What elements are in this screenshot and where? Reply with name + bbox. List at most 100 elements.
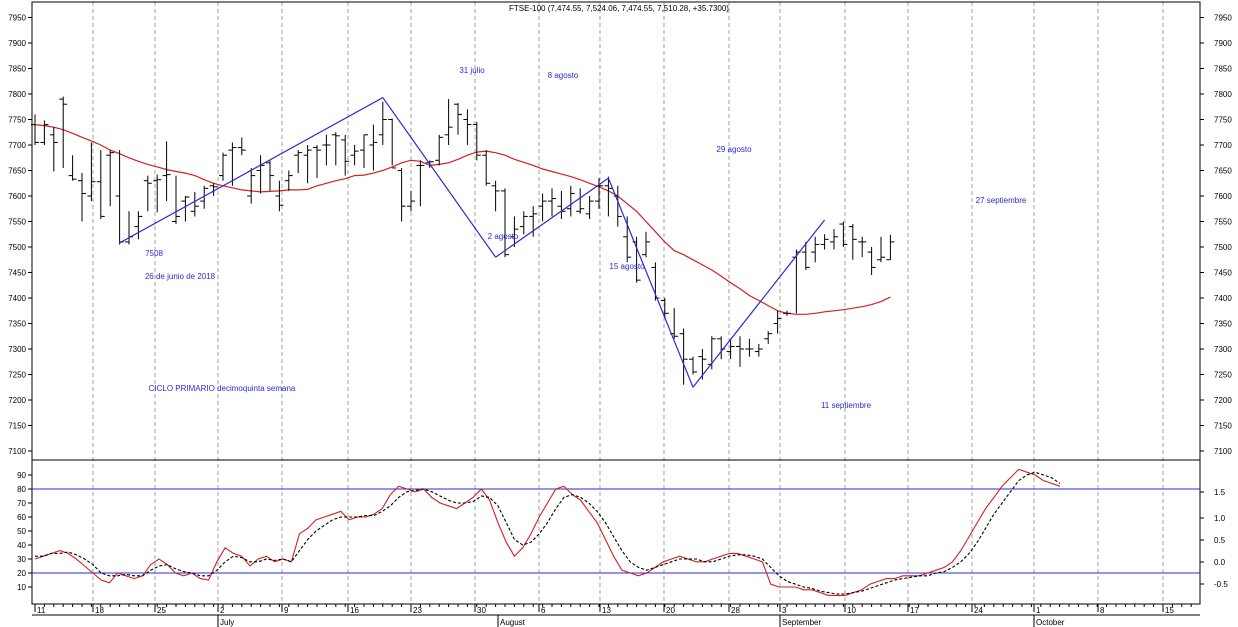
- y-tick-label-right: 7700: [1214, 141, 1232, 150]
- ohlc-bar: [877, 236, 885, 263]
- ohlc-bar: [538, 193, 547, 222]
- ohlc-bar: [322, 134, 331, 166]
- y-tick-label-right: 7950: [1214, 14, 1232, 23]
- ohlc-bar: [96, 150, 105, 219]
- ohlc-bar: [360, 134, 368, 168]
- y-tick-label-left: 7500: [8, 243, 26, 252]
- x-day-label: 15: [1165, 606, 1174, 615]
- osc-tick-label-left: 20: [17, 569, 26, 578]
- ohlc-bar: [40, 120, 49, 145]
- annotation-text: 2 agosto: [488, 232, 519, 241]
- x-day-label: 13: [602, 606, 611, 615]
- ohlc-bar: [660, 298, 669, 319]
- osc-tick-label-left: 60: [17, 513, 26, 522]
- x-day-label: 25: [157, 606, 166, 615]
- y-tick-label-left: 7700: [8, 141, 26, 150]
- y-tick-label-right: 7100: [1214, 447, 1232, 456]
- trend-line: [692, 219, 826, 388]
- x-day-label: 24: [974, 606, 983, 615]
- ohlc-bar: [745, 338, 754, 357]
- y-tick-label-right: 7400: [1214, 294, 1232, 303]
- ohlc-bar: [369, 124, 378, 171]
- ohlc-bar: [463, 109, 472, 145]
- ohlc-bar: [219, 152, 227, 181]
- ohlc-bar: [350, 145, 359, 166]
- moving-average-layer: [34, 124, 891, 315]
- ohlc-bar: [275, 180, 284, 212]
- ohlc-bar: [143, 175, 152, 212]
- y-tick-label-left: 7250: [8, 371, 26, 380]
- oscillator-panel: 10 20 30 40 50 60 70 80 90 1.5 1.0 0.5 0.0 -0.5: [17, 459, 1228, 605]
- x-month-label: October: [1036, 618, 1065, 627]
- y-tick-label-left: 7400: [8, 294, 26, 303]
- x-day-label: 6: [541, 606, 546, 615]
- ohlc-bar: [294, 150, 303, 174]
- ohlc-bar: [172, 175, 180, 225]
- annotation-text: 31 julio: [459, 66, 485, 75]
- ohlc-bar: [736, 336, 744, 367]
- ohlc-bar: [237, 137, 246, 156]
- x-month-label: September: [782, 618, 821, 627]
- ohlc-bar: [313, 145, 321, 179]
- y-tick-label-right: 7850: [1214, 65, 1232, 74]
- trend-line: [382, 97, 497, 258]
- ohlc-bar: [529, 206, 538, 237]
- y-tick-label-left: 7550: [8, 218, 26, 227]
- ohlc-bar: [754, 343, 763, 357]
- x-day-label: 30: [477, 606, 486, 615]
- ohlc-bar: [867, 247, 876, 276]
- y-tick-label-left: 7300: [8, 345, 26, 354]
- annotation-text: 27 septiembre: [976, 196, 1027, 205]
- osc-tick-label-left: 30: [17, 555, 26, 564]
- ohlc-bar: [78, 173, 86, 222]
- ohlc-bar: [200, 185, 209, 209]
- ohlc-bar: [811, 236, 820, 263]
- y-tick-label-left: 7150: [8, 422, 26, 431]
- y-tick-label-right: 7600: [1214, 192, 1232, 201]
- ohlc-bar: [134, 211, 143, 240]
- x-day-label: 10: [847, 606, 856, 615]
- y-tick-label-left: 7900: [8, 39, 26, 48]
- ohlc-bar: [491, 180, 500, 212]
- ohlc-bar: [68, 155, 77, 181]
- ohlc-bar: [190, 191, 199, 217]
- y-tick-label-right: 7500: [1214, 243, 1232, 252]
- annotation-text: 7508: [145, 249, 163, 258]
- ohlc-bar: [284, 170, 293, 191]
- y-tick-label-right: 7450: [1214, 269, 1232, 278]
- ohlc-bars-layer: [31, 96, 895, 385]
- ohlc-bar: [454, 103, 462, 135]
- ohlc-bar: [162, 141, 171, 202]
- y-tick-label-right: 7200: [1214, 396, 1232, 405]
- ohlc-bar: [801, 241, 810, 270]
- ohlc-bar: [407, 190, 415, 212]
- moving-average-line: [34, 124, 891, 315]
- y-tick-label-left: 7800: [8, 90, 26, 99]
- ohlc-bar: [303, 145, 312, 184]
- chart-title: FTSE-100 (7,474.55, 7,524.06, 7,474.55, …: [509, 4, 729, 13]
- ohlc-bar: [689, 356, 697, 375]
- annotation-text: CICLO PRIMARIO decimoquinta semana: [149, 384, 296, 393]
- ohlc-bar: [397, 167, 406, 222]
- ohlc-bar: [604, 176, 613, 217]
- trend-line: [495, 177, 609, 258]
- y-tick-label-right: 7300: [1214, 345, 1232, 354]
- ohlc-bar: [576, 188, 585, 214]
- ohlc-bar: [228, 142, 237, 186]
- ohlc-bar: [726, 338, 735, 360]
- ohlc-bar: [209, 183, 218, 196]
- ohlc-bar: [773, 310, 782, 334]
- ohlc-bar: [642, 231, 650, 258]
- y-tick-label-right: 7900: [1214, 39, 1232, 48]
- x-day-label: 11: [37, 606, 46, 615]
- osc-tick-label-right: 0.0: [1214, 558, 1226, 567]
- x-day-label: 3: [782, 606, 787, 615]
- ohlc-bar: [341, 134, 350, 176]
- y-tick-label-right: 7550: [1214, 218, 1232, 227]
- annotations-layer: 7508 26 de junio de 2018 31 julio 8 agosto 2…: [145, 66, 1027, 410]
- osc-tick-label-left: 10: [17, 583, 26, 592]
- ohlc-bar: [501, 188, 509, 258]
- ohlc-bar: [848, 224, 857, 260]
- ohlc-bar: [59, 96, 68, 168]
- ohlc-bar: [444, 99, 453, 145]
